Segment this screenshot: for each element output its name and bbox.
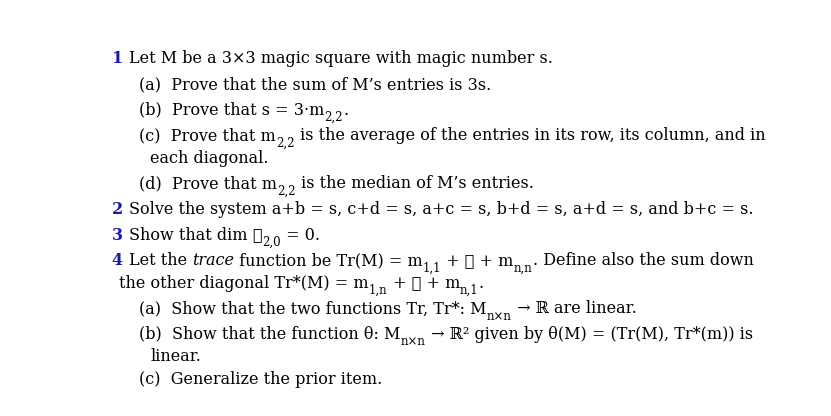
Text: 2,2: 2,2	[325, 111, 343, 124]
Text: n,n: n,n	[514, 262, 533, 275]
Text: (b)  Show that the function θ: M: (b) Show that the function θ: M	[140, 326, 401, 343]
Text: (c)  Generalize the prior item.: (c) Generalize the prior item.	[140, 371, 382, 388]
Text: Let the: Let the	[129, 252, 192, 269]
Text: Show that dim: Show that dim	[129, 227, 253, 243]
Text: n,1: n,1	[460, 284, 479, 297]
Text: 4: 4	[112, 252, 129, 269]
Text: (a)  Prove that the sum of M’s entries is 3s.: (a) Prove that the sum of M’s entries is…	[140, 76, 492, 93]
Text: + ⋯ + m: + ⋯ + m	[387, 275, 460, 292]
Text: → ℝ are linear.: → ℝ are linear.	[512, 300, 637, 317]
Text: the other diagonal Tr*(M) = m: the other diagonal Tr*(M) = m	[120, 275, 369, 292]
Text: 1: 1	[112, 50, 129, 67]
Text: 1,1: 1,1	[423, 262, 441, 275]
Text: .: .	[343, 102, 348, 119]
Text: (b)  Prove that s = 3·m: (b) Prove that s = 3·m	[140, 102, 325, 119]
Text: .: .	[479, 275, 484, 292]
Text: Let M be a 3×3 magic square with magic number s.: Let M be a 3×3 magic square with magic n…	[129, 50, 553, 67]
Text: trace: trace	[192, 252, 234, 269]
Text: n×n: n×n	[401, 335, 425, 348]
Text: . Define also the sum down: . Define also the sum down	[533, 252, 754, 269]
Text: linear.: linear.	[150, 348, 201, 365]
Text: 2: 2	[112, 201, 129, 218]
Text: (d)  Prove that m: (d) Prove that m	[140, 175, 278, 192]
Text: 2,0: 2,0	[262, 236, 281, 249]
Text: + ⋯ + m: + ⋯ + m	[441, 252, 514, 269]
Text: → ℝ² given by θ(M) = (Tr(M), Tr*(m)) is: → ℝ² given by θ(M) = (Tr(M), Tr*(m)) is	[425, 326, 753, 343]
Text: 2,2: 2,2	[278, 185, 296, 198]
Text: is the median of M’s entries.: is the median of M’s entries.	[296, 175, 534, 192]
Text: (a)  Show that the two functions Tr, Tr*: M: (a) Show that the two functions Tr, Tr*:…	[140, 300, 487, 317]
Text: Solve the system a+b = s, c+d = s, a+c = s, b+d = s, a+d = s, and b+c = s.: Solve the system a+b = s, c+d = s, a+c =…	[129, 201, 754, 218]
Text: = 0.: = 0.	[281, 227, 320, 243]
Text: 1,n: 1,n	[369, 284, 387, 297]
Text: each diagonal.: each diagonal.	[150, 150, 268, 167]
Text: is the average of the entries in its row, its column, and in: is the average of the entries in its row…	[294, 127, 765, 144]
Text: 3: 3	[112, 227, 129, 243]
Text: function be Tr(M) = m: function be Tr(M) = m	[234, 252, 423, 269]
Text: (c)  Prove that m: (c) Prove that m	[140, 127, 276, 144]
Text: n×n: n×n	[487, 310, 512, 323]
Text: 2,2: 2,2	[276, 137, 294, 150]
Text: ℳ: ℳ	[253, 227, 262, 243]
